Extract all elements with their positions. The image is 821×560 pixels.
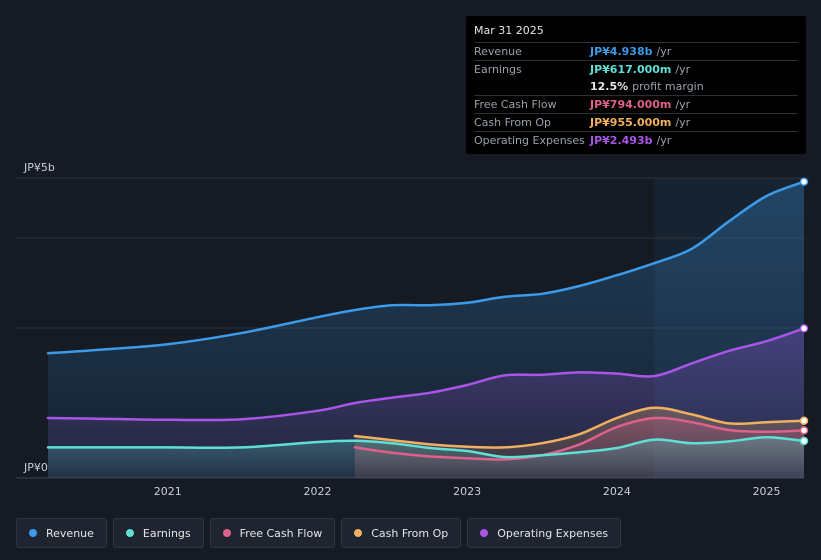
tooltip-unit: /yr (675, 98, 691, 111)
tooltip-value: JP¥4.938b (590, 45, 653, 58)
end-point-cash-from-op (799, 416, 809, 425)
tooltip-row: Free Cash Flow JP¥794.000m/yr (474, 95, 798, 113)
legend-item[interactable]: Cash From Op (341, 518, 462, 548)
x-tick-label: 2021 (154, 485, 182, 498)
legend-dot-icon (222, 529, 231, 537)
legend-item[interactable]: Free Cash Flow (209, 518, 336, 548)
x-tick-label: 2023 (453, 485, 481, 498)
legend-item[interactable]: Earnings (112, 518, 204, 548)
line-earnings (46, 435, 806, 459)
legend-dot-icon (29, 529, 37, 537)
legend-item[interactable]: Revenue (16, 518, 107, 548)
tooltip-unit: /yr (656, 134, 672, 147)
tooltip-label: Cash From Op (474, 116, 552, 129)
legend: Revenue Earnings Free Cash Flow Cash From O… (16, 518, 622, 548)
tooltip-unit: /yr (675, 63, 691, 76)
legend-label: Free Cash Flow (239, 526, 323, 540)
legend-dot-icon (480, 529, 489, 537)
y-tick-label: JP¥0 (23, 461, 48, 474)
x-tick-label: 2024 (603, 485, 631, 498)
tooltip-row: Operating Expenses JP¥2.493b/yr (474, 131, 798, 149)
legend-dot-icon (125, 529, 134, 537)
tooltip-value: JP¥2.493b (590, 134, 653, 147)
end-point-free-cash-flow (799, 426, 809, 435)
line-free-cash-flow (353, 416, 806, 461)
tooltip-unit: profit margin (632, 80, 704, 93)
chart: JP¥0 JP¥5b 2021 2022 2023 2024 2025 (16, 161, 809, 498)
end-point-earnings (799, 436, 809, 446)
line-operating-expenses (46, 327, 806, 422)
tooltip-value: 12.5% (590, 80, 629, 93)
legend-label: Cash From Op (371, 526, 449, 540)
tooltip-row: Revenue JP¥4.938b/yr (474, 42, 798, 60)
tooltip-unit: /yr (656, 45, 672, 58)
legend-dot-icon (354, 529, 363, 537)
legend-label: Revenue (46, 526, 94, 540)
end-point-revenue (799, 177, 809, 186)
line-cash-from-op (353, 406, 806, 449)
x-tick-label: 2025 (753, 485, 781, 498)
line-revenue (46, 180, 806, 355)
tooltip-row: Earnings JP¥617.000m/yr (474, 60, 798, 78)
end-point-operating-expenses (799, 324, 809, 333)
tooltip-value: JP¥955.000m (590, 116, 672, 129)
tooltip-label: Earnings (474, 63, 522, 76)
tooltip-row: 12.5% profit margin (474, 78, 798, 95)
tooltip-label: Revenue (474, 45, 522, 58)
tooltip-panel: Mar 31 2025 Revenue JP¥4.938b/yr Earnings J… (466, 16, 806, 154)
tooltip-row: Cash From Op JP¥955.000m/yr (474, 113, 798, 131)
y-tick-label: JP¥5b (23, 161, 55, 174)
tooltip-unit: /yr (675, 116, 691, 129)
tooltip-label: Operating Expenses (474, 134, 585, 147)
x-tick-label: 2022 (303, 485, 331, 498)
legend-label: Earnings (142, 526, 191, 540)
tooltip-value: JP¥617.000m (590, 63, 672, 76)
tooltip-value: JP¥794.000m (590, 98, 672, 111)
legend-item[interactable]: Operating Expenses (467, 518, 622, 548)
tooltip-label: Free Cash Flow (474, 98, 557, 111)
legend-label: Operating Expenses (497, 526, 609, 540)
area-earnings (48, 437, 804, 478)
tooltip-date: Mar 31 2025 (474, 24, 544, 37)
